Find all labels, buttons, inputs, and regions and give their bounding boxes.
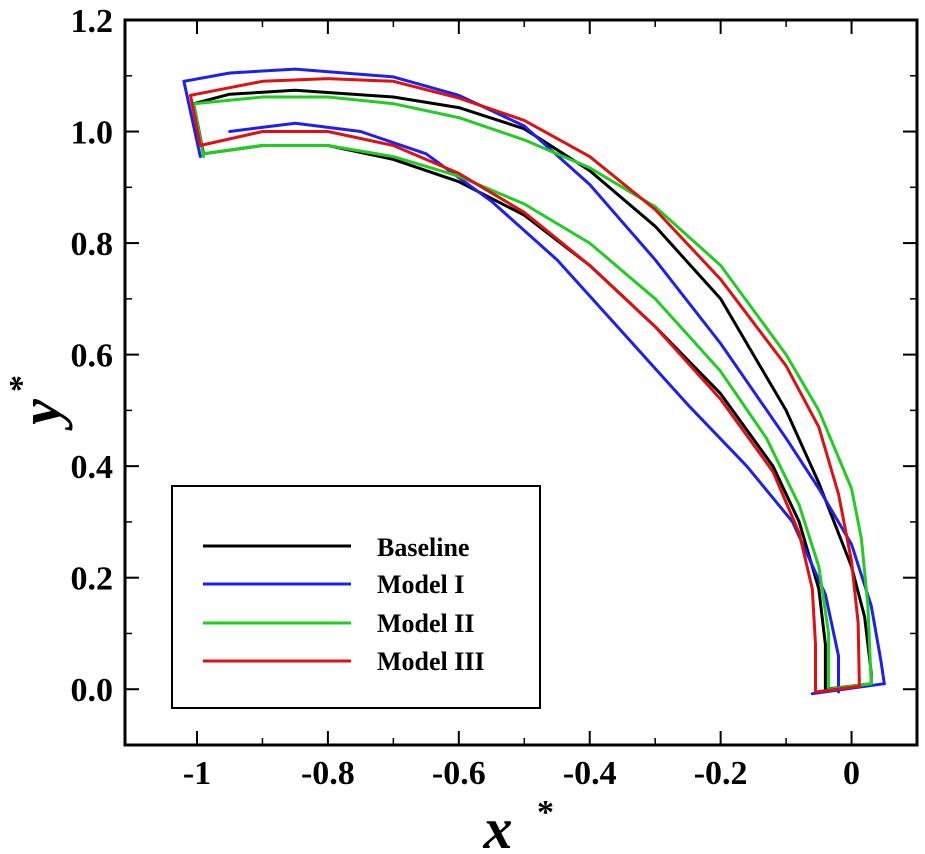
legend-label-baseline: Baseline (377, 533, 469, 562)
x-tick-label-0-8: -0.8 (301, 755, 355, 792)
legend-label-model-ii: Model II (377, 609, 475, 638)
series-model-iii-inner-line (198, 130, 817, 694)
series-model-iii-end-cap (814, 684, 861, 694)
x-tick-label-1: -1 (183, 755, 211, 792)
legend-label-model-iii: Model III (377, 647, 485, 676)
tick-labels: -1 -0.8 -0.6 -0.4 -0.2 0 0.0 0.2 0.4 0.6 0.8 1.0 1.2 (71, 3, 861, 792)
legend: Baseline Model I Model II Model III (171, 485, 541, 709)
y-tick-label-0-2: 0.2 (71, 561, 114, 598)
series-model-iii-outer-line (189, 77, 861, 688)
y-tick-label-0-8: 0.8 (71, 226, 114, 263)
series-lines (182, 67, 886, 696)
svg-text:x: x (483, 796, 513, 854)
series-model-iii (189, 77, 861, 694)
legend-box (171, 485, 541, 709)
svg-text:*: * (3, 375, 40, 392)
series-model-i-inner-line (228, 121, 840, 694)
y-tick-label-1-2: 1.2 (71, 3, 114, 40)
svg-text:y: y (8, 399, 73, 431)
series-model-ii-inner-line (202, 144, 831, 691)
legend-label-model-i: Model I (377, 570, 464, 599)
tick-marks (125, 19, 917, 745)
series-baseline-outer-line (192, 88, 873, 686)
x-tick-label-0-2: -0.2 (694, 755, 748, 792)
y-axis-title: y * (3, 375, 73, 431)
y-tick-label-0-6: 0.6 (71, 338, 114, 375)
x-tick-label-0: 0 (843, 755, 860, 792)
svg-text:*: * (537, 794, 554, 831)
series-model-ii-outer-line (192, 95, 873, 686)
y-tick-label-1-0: 1.0 (71, 115, 114, 152)
series-model-iii-start-cap (189, 93, 202, 147)
x-axis-title: x * (483, 794, 555, 854)
y-tick-label-0-4: 0.4 (71, 449, 114, 486)
series-model-i-start-cap (182, 79, 202, 159)
y-tick-label-0-0: 0.0 (71, 672, 114, 709)
plot-frame (123, 18, 919, 747)
x-tick-label-0-6: -0.6 (432, 755, 486, 792)
x-tick-label-0-4: -0.4 (563, 755, 617, 792)
